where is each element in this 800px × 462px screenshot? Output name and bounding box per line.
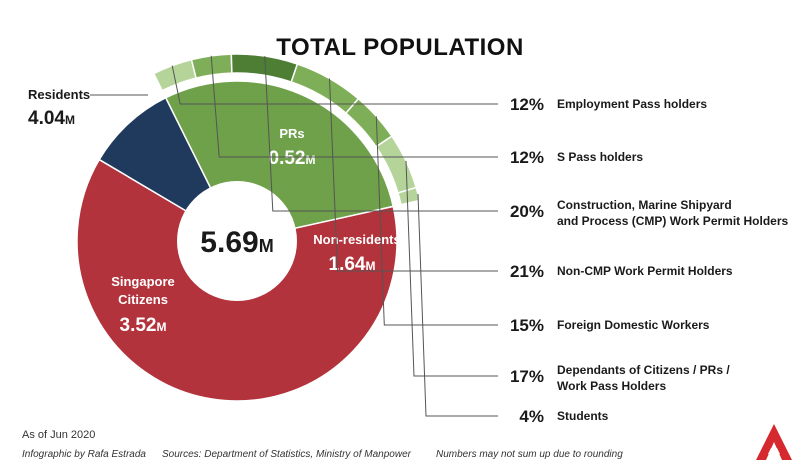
prs-label: PRs (279, 126, 304, 141)
prs-value: 0.52M (269, 148, 316, 169)
breakdown-leader-line (171, 65, 498, 105)
breakdown-leader-line (329, 78, 498, 272)
data-sources: Sources: Department of Statistics, Minis… (162, 449, 411, 460)
breakdown-category: S Pass holders (557, 150, 643, 164)
breakdown-percent: 20% (510, 202, 544, 221)
breakdown-percent: 17% (510, 367, 544, 386)
breakdown-leader-line (405, 160, 498, 377)
breakdown-category: Foreign Domestic Workers (557, 318, 710, 332)
breakdown-category: Students (557, 409, 609, 423)
citizens-label-line2: Citizens (118, 292, 168, 307)
breakdown-category: Work Pass Holders (557, 379, 666, 393)
residents-value: 4.04M (28, 108, 75, 129)
breakdown-leader-line (264, 56, 498, 212)
broadcaster-logo-icon (756, 424, 792, 460)
breakdown-category: Construction, Marine Shipyard (557, 198, 732, 212)
residents-label: Residents (28, 87, 90, 102)
ring-segment (152, 58, 198, 92)
as-of-date: As of Jun 2020 (22, 429, 96, 441)
breakdown-leader-line (417, 193, 498, 417)
rounding-note: Numbers may not sum up due to rounding (436, 449, 623, 460)
breakdown-percent: 12% (510, 148, 544, 167)
breakdown-leader-line (375, 116, 498, 326)
ring-segment (230, 53, 299, 83)
breakdown-category: Employment Pass holders (557, 97, 707, 111)
infographic-credit: Infographic by Rafa Estrada (22, 449, 146, 460)
breakdown-category: Dependants of Citizens / PRs / (557, 363, 730, 377)
center-hole (177, 181, 297, 301)
citizens-value: 3.52M (120, 315, 167, 336)
breakdown-percent: 4% (519, 407, 544, 426)
breakdown-percent: 12% (510, 95, 544, 114)
citizens-label-line1: Singapore (111, 274, 175, 289)
total-population-label: 5.69M (200, 226, 273, 259)
breakdown-percent: 15% (510, 316, 544, 335)
breakdown-percent: 21% (510, 262, 544, 281)
ring-segment (397, 186, 421, 206)
chart-title: TOTAL POPULATION (276, 34, 524, 61)
breakdown-category: and Process (CMP) Work Permit Holders (557, 214, 788, 228)
non-residents-label: Non-residents (313, 232, 400, 247)
breakdown-leader-line (210, 55, 498, 158)
breakdown-category: Non-CMP Work Permit Holders (557, 264, 733, 278)
